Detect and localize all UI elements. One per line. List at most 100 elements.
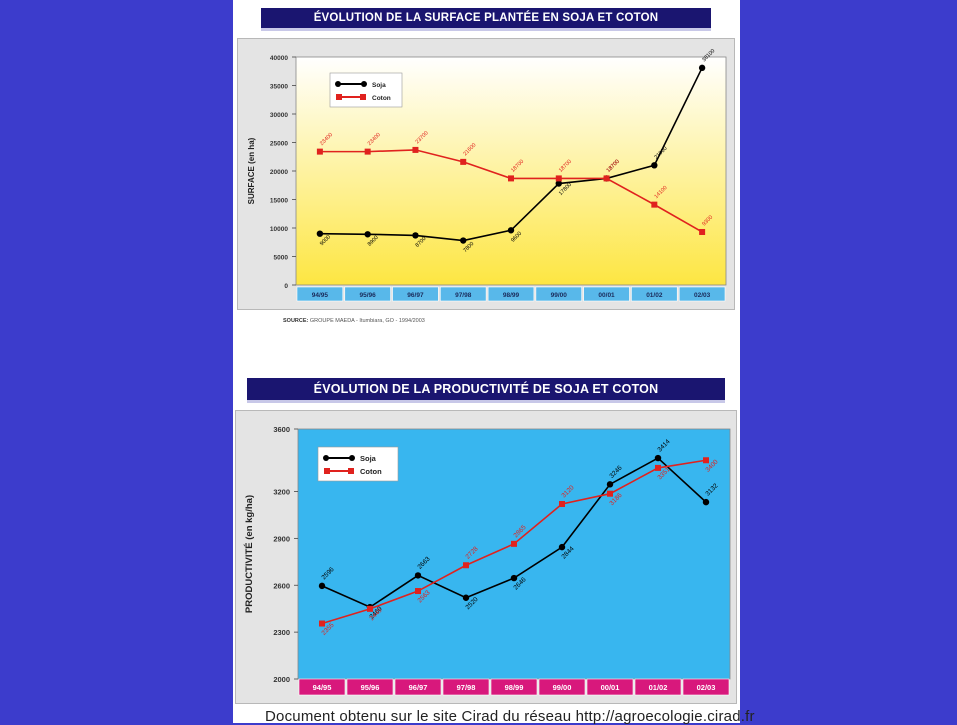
surface-chart-title: ÉVOLUTION DE LA SURFACE PLANTÉE EN SOJA …: [261, 8, 711, 31]
productivity-category-cell: [634, 678, 682, 696]
surface-y-tick-label: 10000: [270, 226, 288, 233]
productivity-category-label: 99/00: [553, 683, 572, 692]
productivity-category-label: 02/03: [697, 683, 716, 692]
surface-y-tick-label: 0: [284, 283, 288, 290]
productivity-legend-coton-marker: [348, 468, 354, 474]
source-note: SOURCE: GROUPE MAEDA - Itumbiara, GO - 1…: [283, 318, 425, 324]
productivity-coton-marker: [463, 562, 469, 569]
productivity-legend: [317, 446, 399, 482]
productivity-y-tick-label: 2000: [273, 675, 290, 684]
surface-chart: 0 5000 10000 15000 20000 25000 30000 35000 40000…: [247, 48, 727, 302]
productivity-legend-soja-marker: [349, 455, 355, 461]
footer-strip: [233, 705, 740, 723]
productivity-category-cell: [394, 678, 442, 696]
productivity-coton-marker: [367, 605, 373, 612]
surface-coton-marker: [508, 175, 514, 182]
surface-legend-soja-label: Soja: [372, 82, 386, 89]
surface-category-cell: [678, 286, 726, 302]
footer-text: Document obtenu sur le site Cirad du rés…: [265, 708, 755, 725]
productivity-category-label: 97/98: [457, 683, 476, 692]
surface-category-cell: [535, 286, 582, 302]
surface-category-label: 00/01: [598, 292, 615, 299]
surface-y-tick-label: 40000: [270, 55, 288, 62]
surface-y-tick-label: 20000: [270, 169, 288, 176]
surface-soja-marker: [698, 64, 706, 72]
surface-y-tick-label: 5000: [274, 255, 289, 262]
surface-soja-marker: [651, 162, 658, 169]
surface-category-label: 02/03: [694, 292, 711, 299]
productivity-y-axis-title: PRODUCTIVITÉ (en kg/ha): [244, 495, 255, 613]
productivity-coton-marker: [655, 464, 661, 471]
surface-soja-marker: [460, 237, 467, 244]
surface-category-cell: [583, 286, 630, 302]
surface-coton-marker: [412, 146, 419, 153]
productivity-soja-marker: [414, 572, 422, 579]
productivity-coton-marker: [559, 501, 565, 507]
productivity-category-label: 98/99: [505, 683, 524, 692]
surface-coton-marker: [460, 158, 467, 165]
productivity-soja-marker: [606, 481, 614, 488]
productivity-y-tick-label: 3200: [273, 488, 290, 497]
surface-category-label: 97/98: [455, 292, 472, 299]
surface-category-label: 98/99: [503, 292, 520, 299]
productivity-soja-marker: [510, 574, 518, 582]
productivity-chart-title: ÉVOLUTION DE LA PRODUCTIVITÉ DE SOJA ET …: [247, 378, 725, 403]
productivity-y-tick-label: 2300: [273, 628, 290, 637]
productivity-legend-coton-marker: [324, 468, 330, 474]
source-text: GROUPE MAEDA - Itumbiara, GO - 1994/2003: [309, 318, 425, 324]
productivity-chart: 2000 2300 2600 2900 3200 3600 PRODUCTIVITÉ (en…: [244, 425, 731, 696]
productivity-category-label: 96/97: [409, 683, 428, 692]
surface-coton-marker: [316, 148, 323, 155]
productivity-y-tick-label: 3600: [273, 425, 290, 434]
productivity-soja-marker: [558, 543, 566, 551]
surface-soja-marker: [316, 230, 324, 237]
productivity-coton-marker: [703, 457, 709, 464]
surface-soja-marker: [364, 231, 371, 238]
productivity-coton-marker: [511, 540, 517, 547]
surface-category-label: 95/96: [360, 292, 377, 299]
productivity-category-cell: [586, 678, 634, 696]
productivity-category-cell: [442, 678, 490, 696]
surface-category-cell: [392, 286, 439, 302]
surface-coton-marker: [699, 228, 706, 235]
surface-category-label: 94/95: [312, 292, 329, 299]
surface-y-tick-label: 30000: [270, 112, 288, 119]
surface-soja-marker: [412, 232, 419, 239]
surface-category-cell: [344, 286, 391, 302]
surface-legend-soja-marker: [335, 81, 341, 87]
productivity-y-tick-label: 2600: [273, 581, 290, 590]
productivity-y-tick-label: 2900: [273, 534, 290, 543]
productivity-soja-marker: [654, 454, 662, 462]
surface-coton-marker: [651, 201, 658, 208]
source-label: SOURCE:: [283, 318, 309, 324]
surface-y-tick-label: 25000: [270, 141, 288, 148]
surface-legend-coton-marker: [336, 94, 342, 100]
productivity-category-label: 94/95: [313, 683, 332, 692]
surface-legend-soja-marker: [361, 81, 367, 87]
productivity-category-label: 00/01: [601, 683, 620, 692]
surface-category-cell: [631, 286, 678, 302]
productivity-soja-marker: [462, 594, 470, 601]
surface-legend-coton-label: Coton: [372, 95, 391, 102]
document-page: ÉVOLUTION DE LA SURFACE PLANTÉE EN SOJA …: [233, 0, 740, 705]
productivity-category-cell: [298, 678, 346, 696]
surface-soja-marker: [507, 227, 515, 234]
productivity-category-cell: [682, 678, 730, 696]
surface-y-axis-title: SURFACE (en ha): [247, 137, 256, 204]
surface-soja-marker: [555, 180, 562, 187]
surface-legend-coton-marker: [360, 94, 366, 100]
surface-coton-marker: [603, 175, 610, 182]
productivity-soja-marker: [702, 498, 710, 506]
surface-category-cell: [487, 286, 535, 302]
surface-chart-panel: 0 5000 10000 15000 20000 25000 30000 35000 40000…: [237, 38, 735, 310]
surface-coton-marker: [555, 175, 562, 182]
surface-legend: [329, 72, 403, 108]
surface-coton-marker: [364, 148, 371, 155]
productivity-category-label: 95/96: [361, 683, 380, 692]
productivity-legend-coton-label: Coton: [360, 467, 382, 476]
productivity-coton-marker: [415, 588, 421, 595]
productivity-category-cell: [346, 678, 394, 696]
productivity-legend-soja-marker: [323, 455, 329, 461]
productivity-category-cell: [538, 678, 586, 696]
surface-category-label: 01/02: [646, 292, 663, 299]
